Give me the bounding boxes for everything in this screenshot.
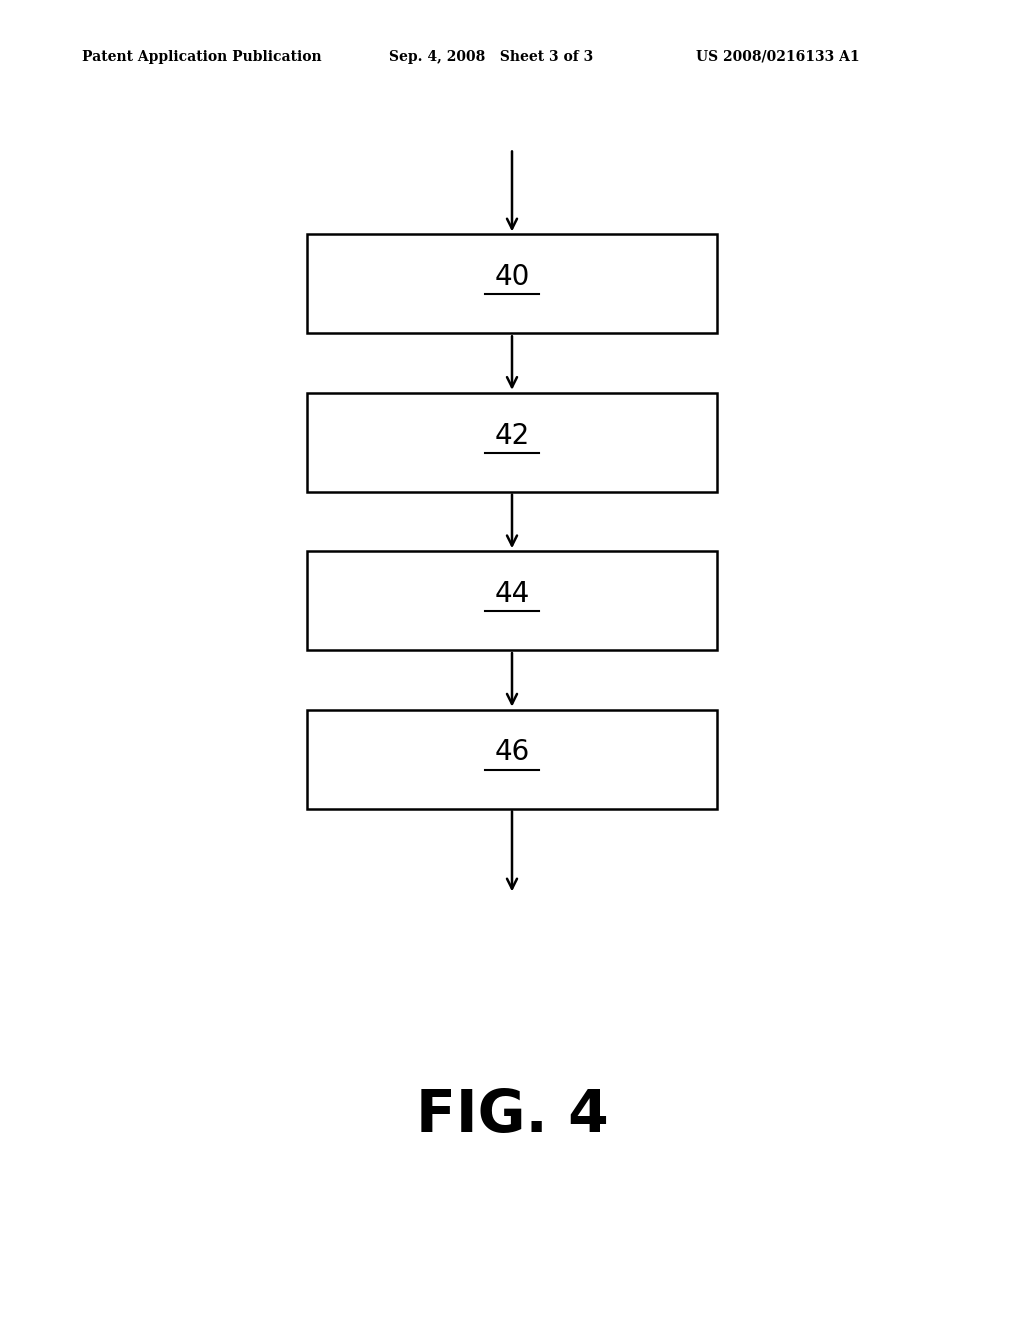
Text: US 2008/0216133 A1: US 2008/0216133 A1	[696, 50, 860, 63]
Text: Sep. 4, 2008   Sheet 3 of 3: Sep. 4, 2008 Sheet 3 of 3	[389, 50, 593, 63]
Text: FIG. 4: FIG. 4	[416, 1086, 608, 1144]
Bar	[307, 235, 717, 333]
Text: 46: 46	[495, 738, 529, 767]
Bar	[307, 393, 717, 491]
Text: 42: 42	[495, 421, 529, 450]
Bar	[307, 710, 717, 808]
Text: Patent Application Publication: Patent Application Publication	[82, 50, 322, 63]
Bar	[307, 552, 717, 649]
Text: 44: 44	[495, 579, 529, 609]
Text: 40: 40	[495, 263, 529, 292]
